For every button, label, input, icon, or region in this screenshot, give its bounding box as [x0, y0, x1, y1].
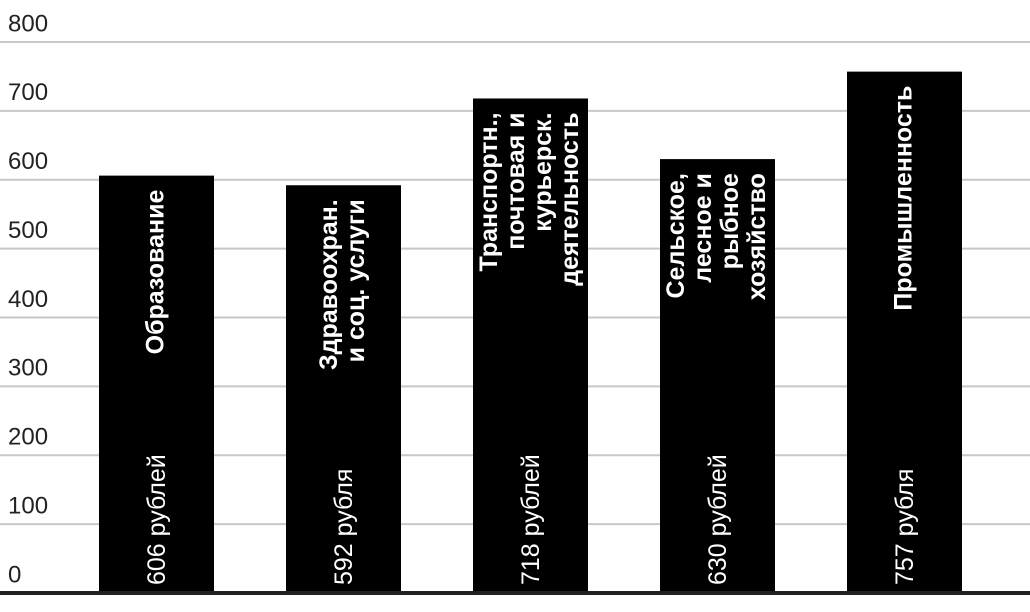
value-label: 630 рублей — [704, 454, 732, 585]
value-label: 592 рубля — [330, 469, 358, 585]
bar — [473, 98, 588, 593]
bar — [99, 175, 214, 593]
value-label: 757 рубля — [891, 469, 919, 585]
y-tick-label: 800 — [8, 10, 48, 37]
y-tick-label: 500 — [8, 217, 48, 244]
category-label: Промышленность — [889, 86, 917, 311]
bar — [660, 159, 775, 593]
y-tick-label: 400 — [8, 286, 48, 313]
category-label: Транспортн.,почтовая икурьерск.деятельно… — [475, 112, 584, 285]
category-line: курьерск. — [529, 112, 557, 231]
category-line: рыбное — [716, 173, 744, 269]
y-tick-label: 0 — [8, 561, 21, 588]
category-line: Здравоохран. — [315, 199, 343, 370]
y-tick-label: 700 — [8, 79, 48, 106]
value-label: 606 рублей — [143, 454, 171, 585]
category-label: Образование — [141, 190, 169, 355]
y-tick-label: 300 — [8, 355, 48, 382]
bar — [847, 71, 962, 593]
category-line: деятельность — [556, 112, 584, 285]
y-tick-label: 100 — [8, 492, 48, 519]
category-label: Здравоохран.и соц. услуги — [315, 199, 370, 370]
category-line: Сельское, — [662, 173, 690, 298]
bar — [286, 185, 401, 593]
category-line: почтовая и — [502, 112, 530, 249]
category-line: лесное и — [689, 173, 717, 283]
y-tick-label: 600 — [8, 148, 48, 175]
category-line: Транспортн., — [475, 112, 503, 271]
y-tick-label: 200 — [8, 424, 48, 451]
value-label: 718 рублей — [517, 454, 545, 585]
category-line: хозяйство — [743, 173, 771, 300]
category-label: Сельское,лесное ирыбноехозяйство — [662, 173, 771, 300]
category-line: Промышленность — [889, 86, 917, 311]
category-line: и соц. услуги — [342, 199, 370, 362]
category-line: Образование — [141, 190, 169, 355]
